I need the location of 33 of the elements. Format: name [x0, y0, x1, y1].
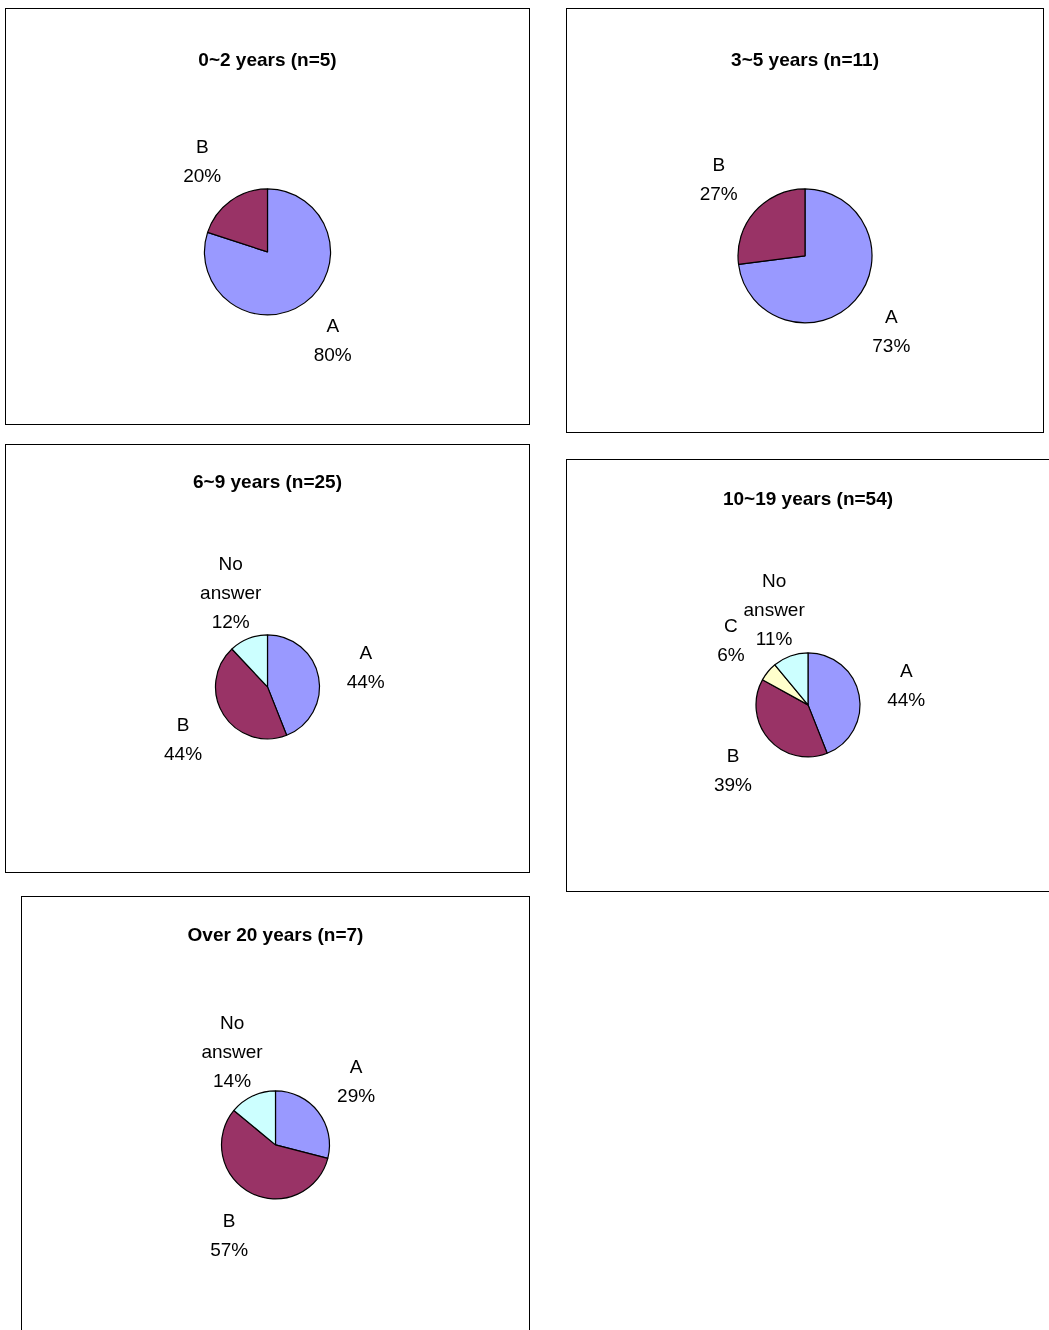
slice-label: A: [359, 641, 373, 663]
data-label: 6%: [717, 643, 745, 665]
data-label: 14%: [213, 1069, 252, 1091]
slice-label: A: [326, 315, 340, 337]
data-label: 39%: [713, 773, 753, 795]
slice-label: B: [712, 153, 726, 175]
chart-title: 6~9 years (n=25): [193, 470, 342, 492]
slice-label: A: [349, 1056, 363, 1078]
data-label: 27%: [699, 182, 738, 204]
data-label: 44%: [346, 670, 385, 692]
data-label: 12%: [211, 611, 250, 633]
data-label: 44%: [887, 688, 926, 710]
data-label: 73%: [872, 334, 911, 356]
data-label: 11%: [755, 628, 793, 650]
slice-label: A: [899, 659, 913, 681]
slice-label: No answer: [201, 1011, 264, 1062]
slice-label: No answer: [200, 553, 262, 604]
slice-label: B: [222, 1209, 236, 1231]
slice-label: B: [726, 744, 740, 766]
slice-label: B: [195, 135, 209, 157]
data-label: 80%: [313, 344, 352, 366]
chart-title: 10~19 years (n=54): [722, 487, 894, 509]
data-label: 20%: [183, 164, 222, 186]
chart-title: 0~2 years (n=5): [198, 48, 337, 70]
slice-label: B: [176, 714, 190, 736]
slice-label: C: [724, 614, 738, 636]
data-label: 44%: [164, 743, 203, 765]
slice-label: No answer: [743, 570, 806, 621]
data-label: 29%: [337, 1085, 376, 1107]
chart-title: 3~5 years (n=11): [731, 48, 879, 70]
chart-title: Over 20 years (n=7): [187, 923, 364, 945]
data-label: 57%: [210, 1238, 249, 1260]
slice-label: A: [884, 305, 898, 327]
